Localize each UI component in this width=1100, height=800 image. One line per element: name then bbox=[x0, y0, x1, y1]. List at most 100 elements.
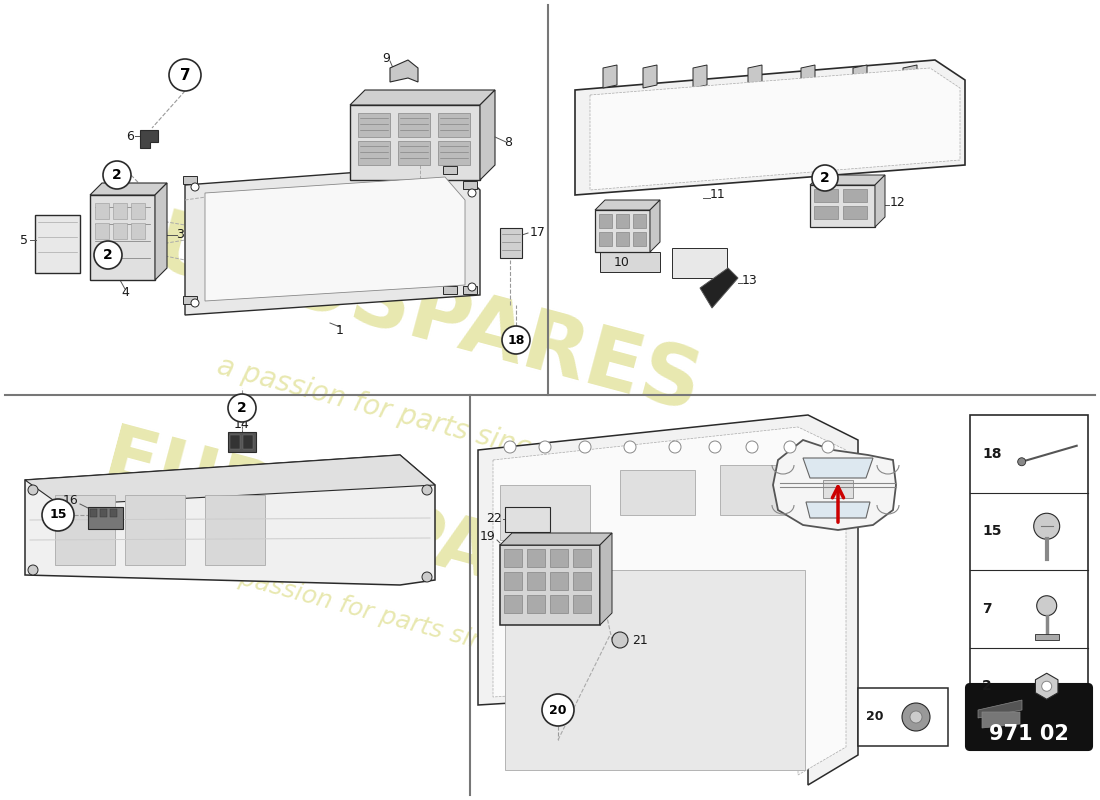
Text: 8: 8 bbox=[504, 135, 512, 149]
Bar bbox=[550, 572, 568, 590]
Circle shape bbox=[1036, 596, 1057, 616]
Polygon shape bbox=[810, 175, 886, 185]
Bar bbox=[463, 286, 477, 294]
Circle shape bbox=[746, 441, 758, 453]
Circle shape bbox=[103, 161, 131, 189]
Bar bbox=[183, 176, 197, 184]
Polygon shape bbox=[350, 90, 495, 105]
Bar bbox=[573, 572, 591, 590]
Polygon shape bbox=[982, 712, 1020, 728]
Bar bbox=[823, 480, 852, 498]
Text: 16: 16 bbox=[63, 494, 78, 507]
Bar bbox=[95, 223, 109, 239]
Polygon shape bbox=[600, 252, 660, 272]
Polygon shape bbox=[700, 268, 738, 308]
Text: 6: 6 bbox=[126, 130, 134, 142]
Circle shape bbox=[822, 441, 834, 453]
Text: 5: 5 bbox=[20, 234, 28, 246]
Bar bbox=[463, 181, 477, 189]
Circle shape bbox=[902, 703, 930, 731]
Bar bbox=[616, 214, 629, 228]
Text: 7: 7 bbox=[982, 602, 991, 616]
Circle shape bbox=[191, 183, 199, 191]
Text: 4: 4 bbox=[121, 286, 129, 298]
Circle shape bbox=[191, 299, 199, 307]
Bar bbox=[970, 415, 1088, 725]
FancyBboxPatch shape bbox=[966, 684, 1092, 750]
Polygon shape bbox=[205, 177, 465, 301]
Bar bbox=[616, 232, 629, 246]
Bar bbox=[113, 203, 127, 219]
Circle shape bbox=[624, 441, 636, 453]
Text: 18: 18 bbox=[982, 446, 1001, 461]
Bar bbox=[810, 185, 875, 227]
Polygon shape bbox=[806, 502, 870, 518]
Bar bbox=[1035, 634, 1058, 640]
Polygon shape bbox=[590, 68, 960, 190]
Text: 19: 19 bbox=[480, 530, 495, 543]
Bar bbox=[131, 223, 145, 239]
Bar bbox=[527, 572, 544, 590]
Text: 15: 15 bbox=[50, 509, 67, 522]
Circle shape bbox=[1034, 514, 1059, 539]
Polygon shape bbox=[644, 65, 657, 88]
Circle shape bbox=[504, 441, 516, 453]
Polygon shape bbox=[500, 533, 612, 545]
Bar bbox=[600, 232, 612, 246]
Bar bbox=[113, 223, 127, 239]
Bar bbox=[505, 507, 550, 532]
Polygon shape bbox=[478, 415, 858, 785]
Text: 15: 15 bbox=[982, 524, 1001, 538]
Bar bbox=[243, 435, 253, 449]
Text: 17: 17 bbox=[530, 226, 546, 238]
Circle shape bbox=[710, 441, 720, 453]
Text: 22: 22 bbox=[486, 513, 502, 526]
Bar bbox=[504, 572, 522, 590]
Text: 3: 3 bbox=[176, 229, 184, 242]
Polygon shape bbox=[748, 65, 762, 88]
Text: 7: 7 bbox=[179, 67, 190, 82]
Polygon shape bbox=[140, 130, 158, 148]
Bar bbox=[720, 465, 800, 515]
Bar bbox=[843, 189, 867, 202]
Circle shape bbox=[669, 441, 681, 453]
Text: 20: 20 bbox=[549, 703, 566, 717]
Bar bbox=[125, 495, 185, 565]
Bar bbox=[398, 141, 430, 165]
Bar bbox=[183, 296, 197, 304]
Circle shape bbox=[28, 565, 38, 575]
Polygon shape bbox=[25, 455, 434, 505]
Bar bbox=[205, 495, 265, 565]
Polygon shape bbox=[90, 183, 167, 195]
Polygon shape bbox=[773, 440, 896, 530]
Bar bbox=[843, 206, 867, 219]
Bar bbox=[358, 141, 390, 165]
Bar bbox=[600, 214, 612, 228]
Bar bbox=[858, 688, 948, 746]
Text: 1: 1 bbox=[337, 323, 344, 337]
Polygon shape bbox=[90, 195, 155, 280]
Polygon shape bbox=[801, 65, 815, 88]
Bar bbox=[505, 570, 805, 770]
Bar bbox=[88, 507, 123, 529]
Bar bbox=[443, 286, 456, 294]
Circle shape bbox=[579, 441, 591, 453]
Bar bbox=[504, 549, 522, 567]
Circle shape bbox=[422, 572, 432, 582]
Polygon shape bbox=[575, 60, 965, 195]
Text: 2: 2 bbox=[821, 171, 829, 185]
Circle shape bbox=[612, 632, 628, 648]
Bar bbox=[228, 432, 256, 452]
Polygon shape bbox=[978, 700, 1022, 718]
Text: 13: 13 bbox=[742, 274, 758, 286]
Text: 20: 20 bbox=[866, 710, 883, 723]
Polygon shape bbox=[693, 65, 707, 88]
Text: 18: 18 bbox=[507, 334, 525, 346]
Text: 14: 14 bbox=[234, 418, 250, 430]
Bar bbox=[504, 595, 522, 613]
Bar bbox=[814, 206, 838, 219]
Bar bbox=[90, 509, 97, 517]
Polygon shape bbox=[155, 183, 167, 280]
Bar bbox=[438, 141, 470, 165]
Bar bbox=[500, 545, 600, 625]
